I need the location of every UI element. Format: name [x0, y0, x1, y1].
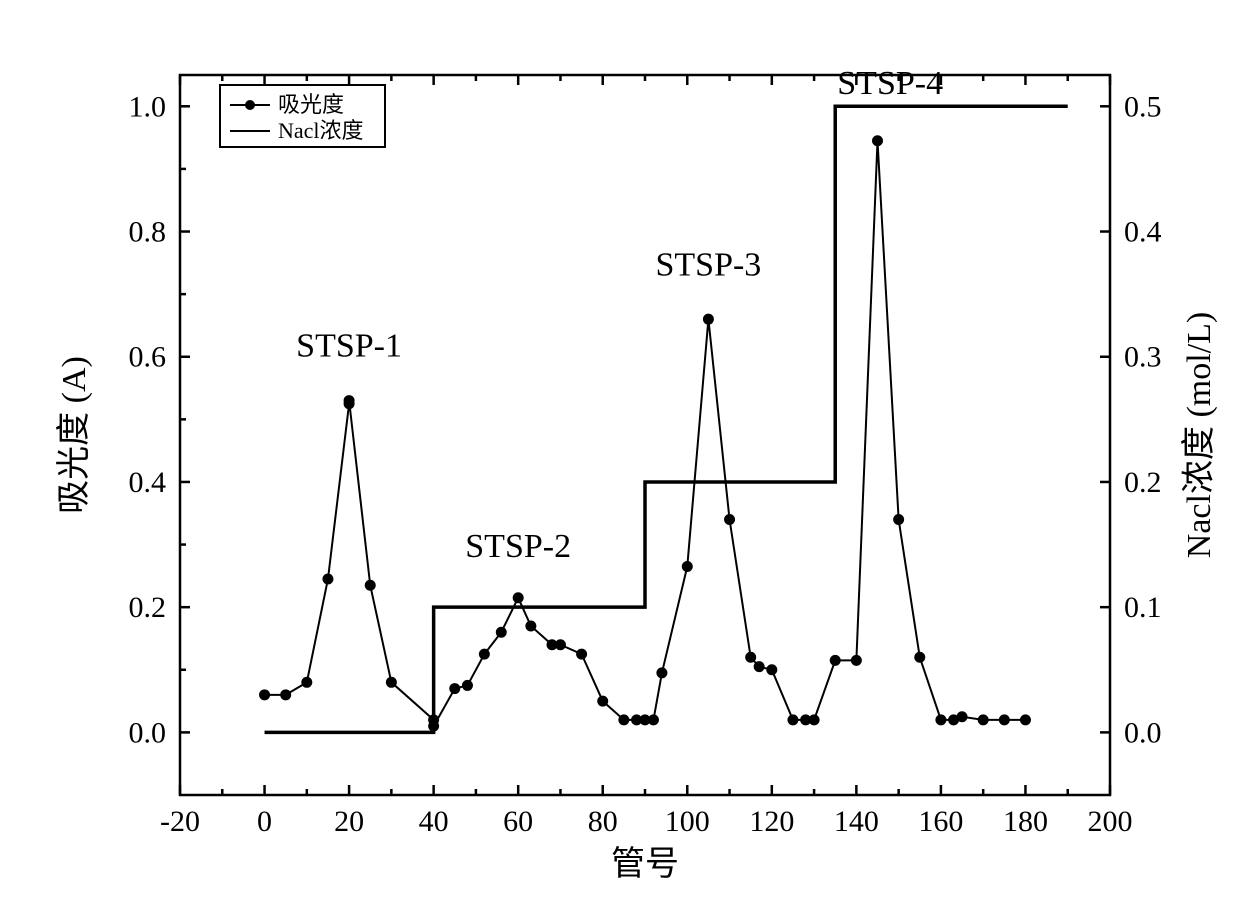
svg-text:0.1: 0.1 [1124, 591, 1162, 624]
data-marker [682, 561, 692, 571]
svg-text:0.0: 0.0 [129, 716, 167, 749]
data-marker [788, 715, 798, 725]
y-right-axis-label: Nacl浓度 (mol/L) [1180, 312, 1218, 558]
svg-text:160: 160 [918, 805, 963, 838]
data-marker [323, 574, 333, 584]
svg-text:0.6: 0.6 [129, 341, 167, 374]
data-marker [725, 515, 735, 525]
data-marker [365, 580, 375, 590]
svg-text:0.2: 0.2 [129, 591, 167, 624]
svg-text:0.4: 0.4 [1124, 216, 1162, 249]
svg-text:0.4: 0.4 [129, 466, 167, 499]
svg-text:60: 60 [503, 805, 533, 838]
data-marker [851, 655, 861, 665]
data-marker [281, 690, 291, 700]
svg-text:140: 140 [834, 805, 879, 838]
data-marker [936, 715, 946, 725]
data-marker [462, 680, 472, 690]
peak-label: STSP-1 [296, 328, 402, 365]
nacl-step-line [265, 106, 1068, 732]
data-marker [915, 652, 925, 662]
data-marker [873, 136, 883, 146]
svg-text:1.0: 1.0 [129, 90, 167, 123]
svg-text:0.2: 0.2 [1124, 466, 1162, 499]
absorbance-line [265, 141, 1026, 726]
data-marker [767, 665, 777, 675]
data-marker [830, 655, 840, 665]
x-axis-label: 管号 [611, 845, 679, 883]
data-marker [260, 690, 270, 700]
data-marker [754, 662, 764, 672]
chart-svg: -20 0 20 40 60 80 100 120 140 160 180 200 0.0 0.2 0.4 0… [20, 20, 1220, 888]
data-marker [894, 515, 904, 525]
data-marker [598, 696, 608, 706]
data-marker [746, 652, 756, 662]
data-marker [999, 715, 1009, 725]
data-marker [555, 640, 565, 650]
svg-text:180: 180 [1003, 805, 1048, 838]
data-marker [703, 314, 713, 324]
data-marker [479, 649, 489, 659]
peak-label: STSP-3 [655, 246, 761, 283]
svg-text:0.0: 0.0 [1124, 716, 1162, 749]
svg-text:200: 200 [1088, 805, 1133, 838]
svg-text:0.3: 0.3 [1124, 341, 1162, 374]
peak-label: STSP-2 [465, 528, 571, 565]
data-marker [513, 593, 523, 603]
svg-text:-20: -20 [160, 805, 200, 838]
svg-text:20: 20 [334, 805, 364, 838]
data-marker [619, 715, 629, 725]
svg-text:100: 100 [665, 805, 710, 838]
data-marker [526, 621, 536, 631]
data-marker [577, 649, 587, 659]
chart-container: -20 0 20 40 60 80 100 120 140 160 180 200 0.0 0.2 0.4 0… [20, 20, 1220, 888]
svg-text:80: 80 [588, 805, 618, 838]
svg-text:40: 40 [419, 805, 449, 838]
data-marker [386, 677, 396, 687]
legend-item-label: 吸光度 [278, 92, 344, 117]
legend-item-label: Nacl浓度 [278, 118, 364, 143]
data-marker [429, 721, 439, 731]
svg-text:0.8: 0.8 [129, 216, 167, 249]
y-left-axis-label: 吸光度 (A) [55, 356, 93, 514]
data-marker [957, 712, 967, 722]
data-marker [657, 668, 667, 678]
data-marker [450, 684, 460, 694]
data-marker [809, 715, 819, 725]
svg-text:120: 120 [749, 805, 794, 838]
data-marker [648, 715, 658, 725]
peak-label: STSP-4 [837, 65, 943, 102]
data-marker [1020, 715, 1030, 725]
svg-text:0.5: 0.5 [1124, 90, 1162, 123]
data-marker [978, 715, 988, 725]
svg-text:0: 0 [257, 805, 272, 838]
data-marker [496, 627, 506, 637]
data-marker [302, 677, 312, 687]
data-marker [344, 396, 354, 406]
